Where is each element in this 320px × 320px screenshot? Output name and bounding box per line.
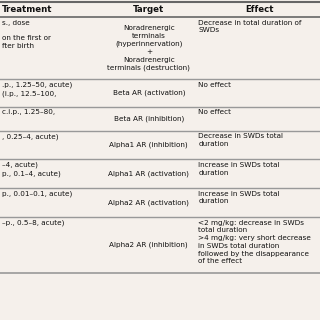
Text: Effect: Effect (245, 5, 274, 14)
Text: s., dose

on the first or
fter birth: s., dose on the first or fter birth (2, 20, 51, 49)
Text: Treatment: Treatment (2, 5, 52, 14)
Text: Alpha1 AR (activation): Alpha1 AR (activation) (108, 171, 189, 177)
Text: No effect: No effect (198, 82, 231, 88)
Text: , 0.25–4, acute): , 0.25–4, acute) (2, 133, 58, 140)
Text: Alpha1 AR (inhibition): Alpha1 AR (inhibition) (109, 142, 188, 148)
Text: Target: Target (133, 5, 164, 14)
Text: –p., 0.5–8, acute): –p., 0.5–8, acute) (2, 220, 64, 226)
Text: Alpha2 AR (activation): Alpha2 AR (activation) (108, 199, 189, 206)
Text: –4, acute)
p., 0.1–4, acute): –4, acute) p., 0.1–4, acute) (2, 162, 60, 177)
Text: Alpha2 AR (inhibition): Alpha2 AR (inhibition) (109, 242, 188, 248)
Text: p., 0.01–0.1, acute): p., 0.01–0.1, acute) (2, 191, 72, 197)
Text: Decrease in SWDs total
duration: Decrease in SWDs total duration (198, 133, 284, 147)
Text: Noradrenergic
terminals
(hyperinnervation)
+
Noradrenergic
terminals (destructio: Noradrenergic terminals (hyperinnervatio… (108, 25, 190, 71)
Text: No effect: No effect (198, 109, 231, 115)
Text: Increase in SWDs total
duration: Increase in SWDs total duration (198, 191, 280, 204)
Text: Increase in SWDs total
duration: Increase in SWDs total duration (198, 162, 280, 176)
Text: Decrease in total duration of
SWDs: Decrease in total duration of SWDs (198, 20, 302, 33)
Text: Beta AR (inhibition): Beta AR (inhibition) (114, 115, 184, 122)
Text: c.i.p., 1.25–80,: c.i.p., 1.25–80, (2, 109, 55, 115)
Text: <2 mg/kg: decrease in SWDs
total duration
>4 mg/kg: very short decrease
in SWDs : <2 mg/kg: decrease in SWDs total duratio… (198, 220, 311, 264)
Text: .p., 1.25–50, acute)
(i.p., 12.5–100,: .p., 1.25–50, acute) (i.p., 12.5–100, (2, 82, 72, 97)
Text: Beta AR (activation): Beta AR (activation) (113, 90, 185, 96)
